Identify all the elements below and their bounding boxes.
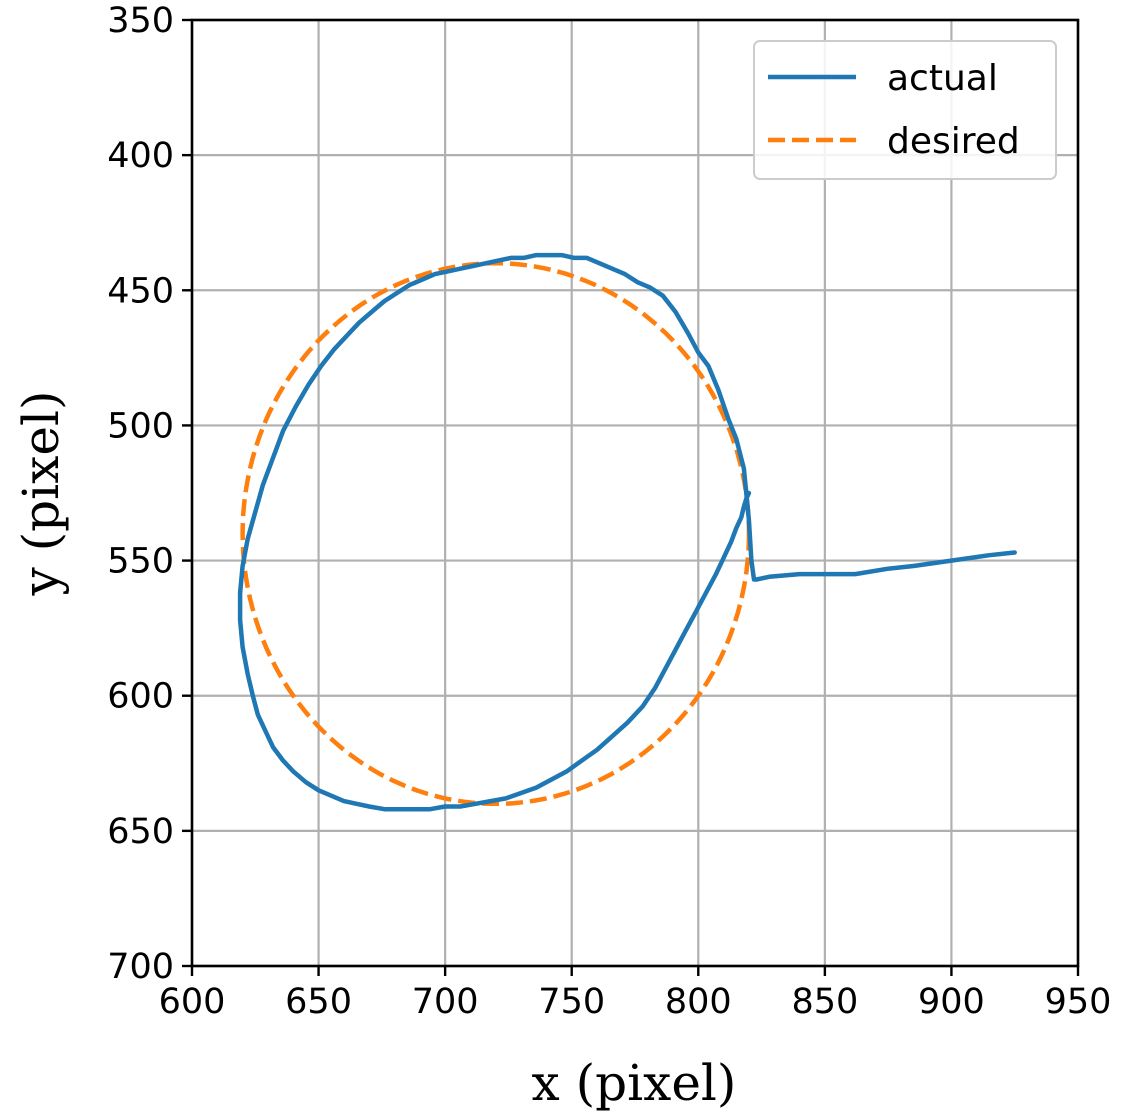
x-tick-label: 600 (159, 982, 226, 1022)
y-tick-label: 600 (107, 677, 174, 717)
x-tick-label: 900 (918, 982, 985, 1022)
y-axis-label: y (pixel) (12, 391, 70, 597)
x-tick-label: 800 (665, 982, 732, 1022)
y-tick-label: 400 (107, 136, 174, 176)
series-desired-line (240, 261, 752, 807)
y-tick-label: 450 (107, 271, 174, 311)
x-tick-label: 700 (412, 982, 479, 1022)
x-tick-label: 650 (285, 982, 352, 1022)
series-actual-line (237, 252, 1017, 812)
legend-label-actual: actual (887, 58, 998, 99)
ticks (182, 18, 1080, 976)
y-tick-label: 650 (107, 812, 174, 852)
x-tick-label: 950 (1045, 982, 1112, 1022)
y-tick-label: 700 (107, 947, 174, 987)
y-tick-label: 550 (107, 542, 174, 582)
x-tick-label: 850 (791, 982, 858, 1022)
legend: actual desired (753, 40, 1057, 180)
x-tick-labels: 600 650 700 750 800 850 900 950 (159, 982, 1112, 1022)
plot-frame (190, 18, 1080, 968)
y-tick-label: 500 (107, 406, 174, 446)
plot-area (237, 252, 1017, 812)
y-tick-labels: 350 400 450 500 550 600 650 700 (107, 1, 174, 987)
x-axis-label: x (pixel) (532, 1054, 737, 1112)
x-tick-label: 750 (538, 982, 605, 1022)
y-tick-label: 350 (107, 1, 174, 41)
legend-label-desired: desired (887, 121, 1020, 162)
